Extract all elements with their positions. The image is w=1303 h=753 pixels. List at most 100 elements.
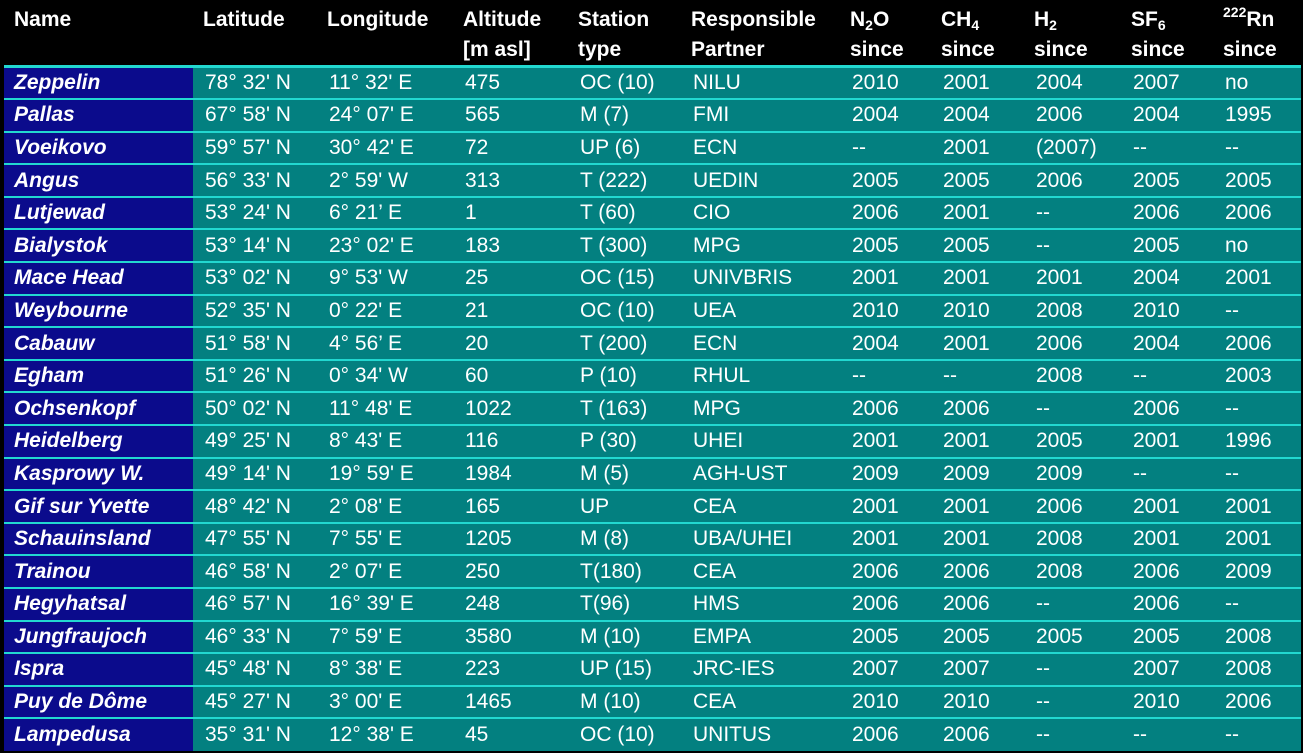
cell-latitude: 51° 26' N [193, 358, 317, 393]
cell-responsible-partner: UNITUS [681, 717, 840, 751]
cell-longitude: 23° 02' E [317, 228, 453, 263]
cell-ch4-since: 2006 [931, 554, 1024, 588]
cell-altitude: 3580 [453, 619, 568, 654]
cell-h2-since: -- [1024, 684, 1121, 719]
cell-rn222-since: 2006 [1213, 684, 1301, 719]
table-row: Ochsenkopf 50° 02' N 11° 48' E 1022 T (163) M… [4, 391, 1301, 426]
cell-altitude: 116 [453, 424, 568, 458]
cell-rn222-since: 2009 [1213, 554, 1301, 588]
cell-name: Cabauw [4, 326, 193, 360]
cell-responsible-partner: AGH-UST [681, 456, 840, 491]
cell-longitude: 19° 59' E [317, 456, 453, 491]
table-row: Voeikovo 59° 57' N 30° 42' E 72 UP (6) ECN -- 2… [4, 130, 1301, 165]
cell-ch4-since: 2009 [931, 456, 1024, 491]
cell-station-type: OC (10) [568, 65, 681, 100]
cell-latitude: 52° 35' N [193, 293, 317, 328]
cell-h2-since: 2009 [1024, 456, 1121, 491]
cell-latitude: 35° 31' N [193, 717, 317, 751]
cell-h2-since: 2006 [1024, 489, 1121, 523]
cell-rn222-since: 1995 [1213, 98, 1301, 132]
cell-sf6-since: -- [1121, 130, 1213, 165]
cell-latitude: 53° 24' N [193, 195, 317, 230]
cell-altitude: 313 [453, 163, 568, 197]
header-rn222-since: 222Rn since [1213, 3, 1301, 67]
cell-h2-since: 2006 [1024, 326, 1121, 360]
table-row: Bialystok 53° 14' N 23° 02' E 183 T (300) MPG… [4, 228, 1301, 263]
cell-sf6-since: 2001 [1121, 521, 1213, 556]
cell-ch4-since: 2001 [931, 521, 1024, 556]
cell-latitude: 46° 57' N [193, 587, 317, 621]
cell-h2-since: -- [1024, 391, 1121, 426]
cell-longitude: 30° 42' E [317, 130, 453, 165]
cell-latitude: 47° 55' N [193, 521, 317, 556]
cell-responsible-partner: JRC-IES [681, 652, 840, 686]
cell-longitude: 8° 38' E [317, 652, 453, 686]
cell-name: Schauinsland [4, 521, 193, 556]
cell-rn222-since: 2001 [1213, 261, 1301, 295]
cell-altitude: 20 [453, 326, 568, 360]
cell-sf6-since: 2010 [1121, 293, 1213, 328]
cell-sf6-since: 2001 [1121, 424, 1213, 458]
table-row: Hegyhatsal 46° 57' N 16° 39' E 248 T(96) HMS 2… [4, 587, 1301, 621]
cell-name: Ispra [4, 652, 193, 686]
cell-rn222-since: -- [1213, 293, 1301, 328]
cell-rn222-since: -- [1213, 456, 1301, 491]
cell-n2o-since: -- [840, 358, 931, 393]
cell-latitude: 46° 33' N [193, 619, 317, 654]
cell-longitude: 16° 39' E [317, 587, 453, 621]
cell-sf6-since: 2005 [1121, 619, 1213, 654]
cell-longitude: 24° 07' E [317, 98, 453, 132]
cell-sf6-since: 2006 [1121, 195, 1213, 230]
header-longitude: Longitude [317, 3, 453, 67]
cell-h2-since: 2008 [1024, 521, 1121, 556]
cell-n2o-since: 2005 [840, 619, 931, 654]
cell-name: Puy de Dôme [4, 684, 193, 719]
cell-station-type: T (200) [568, 326, 681, 360]
cell-n2o-since: 2001 [840, 261, 931, 295]
cell-station-type: OC (10) [568, 717, 681, 751]
cell-responsible-partner: CEA [681, 684, 840, 719]
cell-station-type: UP (15) [568, 652, 681, 686]
cell-responsible-partner: UNIVBRIS [681, 261, 840, 295]
cell-longitude: 3° 00' E [317, 684, 453, 719]
cell-altitude: 475 [453, 65, 568, 100]
cell-ch4-since: 2001 [931, 326, 1024, 360]
table-row: Egham 51° 26' N 0° 34' W 60 P (10) RHUL -- -- 20… [4, 358, 1301, 393]
cell-name: Weybourne [4, 293, 193, 328]
cell-altitude: 21 [453, 293, 568, 328]
cell-ch4-since: 2001 [931, 489, 1024, 523]
cell-sf6-since: 2005 [1121, 163, 1213, 197]
cell-station-type: M (10) [568, 619, 681, 654]
cell-responsible-partner: HMS [681, 587, 840, 621]
table-row: Ispra 45° 48' N 8° 38' E 223 UP (15) JRC-IES 2… [4, 652, 1301, 686]
cell-altitude: 60 [453, 358, 568, 393]
cell-rn222-since: 2006 [1213, 326, 1301, 360]
cell-rn222-since: 2008 [1213, 652, 1301, 686]
cell-latitude: 53° 02' N [193, 261, 317, 295]
cell-n2o-since: 2010 [840, 65, 931, 100]
table-row: Kasprowy W. 49° 14' N 19° 59' E 1984 M (5) AG… [4, 456, 1301, 491]
cell-ch4-since: 2010 [931, 684, 1024, 719]
cell-longitude: 7° 55' E [317, 521, 453, 556]
cell-sf6-since: -- [1121, 456, 1213, 491]
cell-rn222-since: -- [1213, 391, 1301, 426]
cell-ch4-since: 2001 [931, 424, 1024, 458]
cell-rn222-since: -- [1213, 717, 1301, 751]
cell-latitude: 51° 58' N [193, 326, 317, 360]
cell-h2-since: 2001 [1024, 261, 1121, 295]
cell-longitude: 2° 08' E [317, 489, 453, 523]
cell-sf6-since: -- [1121, 358, 1213, 393]
header-responsible-partner: Responsible Partner [681, 3, 840, 67]
cell-latitude: 46° 58' N [193, 554, 317, 588]
cell-sf6-since: 2006 [1121, 587, 1213, 621]
cell-h2-since: (2007) [1024, 130, 1121, 165]
cell-altitude: 1205 [453, 521, 568, 556]
cell-rn222-since: -- [1213, 587, 1301, 621]
cell-rn222-since: 2001 [1213, 489, 1301, 523]
table-row: Heidelberg 49° 25' N 8° 43' E 116 P (30) UHEI… [4, 424, 1301, 458]
cell-station-type: UP (6) [568, 130, 681, 165]
cell-name: Heidelberg [4, 424, 193, 458]
cell-sf6-since: 2006 [1121, 554, 1213, 588]
cell-h2-since: 2004 [1024, 65, 1121, 100]
